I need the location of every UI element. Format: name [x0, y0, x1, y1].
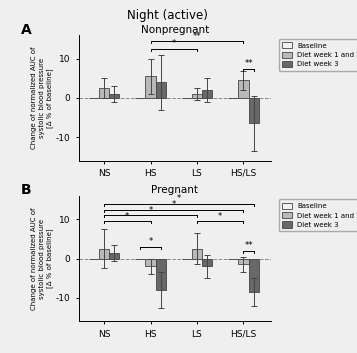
Bar [202, 258, 212, 267]
Text: **: ** [244, 59, 253, 68]
Bar [202, 90, 212, 98]
Bar [156, 258, 166, 290]
Text: *: * [149, 206, 153, 215]
Bar [99, 249, 109, 258]
Bar [99, 88, 109, 98]
Bar [145, 76, 156, 98]
Text: Night (active): Night (active) [127, 9, 208, 22]
Y-axis label: Change of normalized AUC of
systolic blood pressure
[Δ % of baseline]: Change of normalized AUC of systolic blo… [31, 207, 54, 310]
Bar [238, 80, 248, 98]
Text: *: * [172, 40, 176, 48]
Bar [192, 94, 202, 98]
Bar [248, 258, 259, 292]
Text: *: * [149, 237, 153, 246]
Bar [109, 253, 120, 258]
Text: **: ** [193, 31, 201, 41]
Legend: Baseline, Diet week 1 and 2, Diet week 3: Baseline, Diet week 1 and 2, Diet week 3 [279, 199, 357, 231]
Y-axis label: Change of normalized AUC of
systolic blood pressure
[Δ % of baseline]: Change of normalized AUC of systolic blo… [31, 47, 54, 149]
Text: *: * [218, 212, 222, 221]
Bar [248, 98, 259, 124]
Title: Nonpregnant: Nonpregnant [141, 24, 209, 35]
Bar [192, 249, 202, 258]
Text: *: * [177, 194, 181, 203]
Bar [109, 94, 120, 98]
Text: *: * [172, 200, 176, 209]
Bar [145, 258, 156, 267]
Text: B: B [21, 184, 31, 197]
Title: Pregnant: Pregnant [151, 185, 198, 195]
Text: **: ** [244, 241, 253, 250]
Text: A: A [21, 23, 31, 37]
Bar [238, 258, 248, 264]
Bar [156, 82, 166, 98]
Text: *: * [125, 212, 130, 221]
Legend: Baseline, Diet week 1 and 2, Diet week 3: Baseline, Diet week 1 and 2, Diet week 3 [279, 39, 357, 71]
